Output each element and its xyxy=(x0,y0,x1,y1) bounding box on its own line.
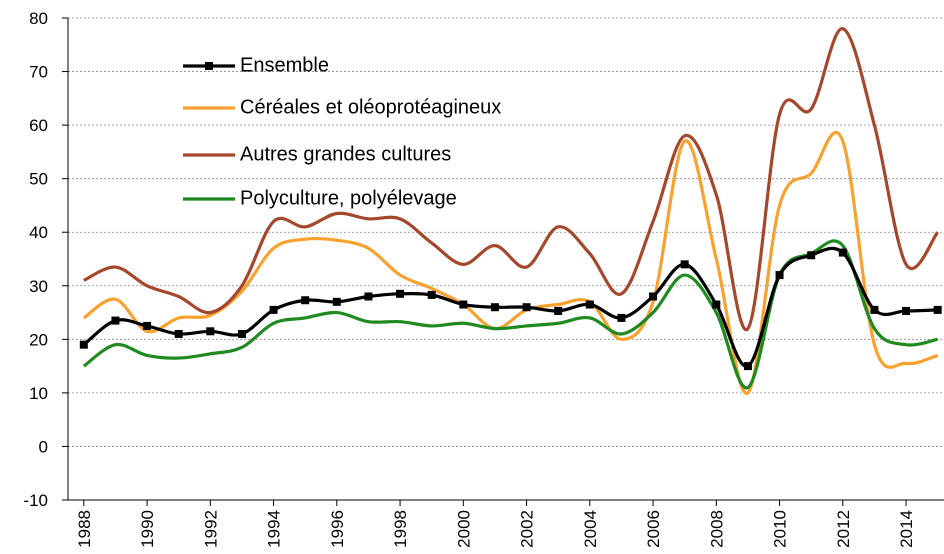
point-marker xyxy=(902,306,911,315)
series-line xyxy=(82,130,939,395)
point-marker xyxy=(237,329,246,338)
point-marker xyxy=(743,362,752,371)
x-tick-label: 2002 xyxy=(518,510,537,548)
x-tick-label: 1988 xyxy=(75,510,94,548)
y-tick-label: 80 xyxy=(29,9,48,28)
point-marker xyxy=(490,303,499,312)
point-marker xyxy=(680,260,689,269)
point-marker xyxy=(459,300,468,309)
x-tick-label: 2012 xyxy=(834,510,853,548)
y-tick-label: 0 xyxy=(39,437,48,456)
x-tick-label: 2014 xyxy=(897,510,916,548)
point-marker xyxy=(427,290,436,299)
point-marker xyxy=(79,340,88,349)
x-tick-label: 1990 xyxy=(138,510,157,548)
point-marker xyxy=(206,327,215,336)
point-marker xyxy=(775,271,784,280)
x-tick-label: 2010 xyxy=(771,510,790,548)
point-marker xyxy=(174,329,183,338)
point-marker xyxy=(301,296,310,305)
point-marker xyxy=(838,248,847,257)
x-tick-label: 1998 xyxy=(391,510,410,548)
point-marker xyxy=(617,313,626,322)
y-tick-label: 50 xyxy=(29,170,48,189)
y-tick-label: 70 xyxy=(29,63,48,82)
x-tick-label: 1996 xyxy=(328,510,347,548)
point-marker xyxy=(522,303,531,312)
legend-marker xyxy=(205,62,213,70)
y-tick-label: 60 xyxy=(29,116,48,135)
x-tick-label: 2000 xyxy=(454,510,473,548)
point-marker xyxy=(807,251,816,260)
x-tick-label: 2008 xyxy=(707,510,726,548)
y-tick-label: 20 xyxy=(29,330,48,349)
point-marker xyxy=(554,306,563,315)
x-tick-label: 1994 xyxy=(265,510,284,548)
point-marker xyxy=(143,321,152,330)
point-marker xyxy=(269,305,278,314)
point-marker xyxy=(870,305,879,314)
point-marker xyxy=(712,300,721,309)
legend-label: Polyculture, polyélevage xyxy=(240,187,457,209)
y-tick-label: 10 xyxy=(29,384,48,403)
y-tick-label: 40 xyxy=(29,223,48,242)
point-marker xyxy=(364,292,373,301)
point-marker xyxy=(933,305,942,314)
legend-label: Ensemble xyxy=(240,54,329,76)
y-tick-label: 30 xyxy=(29,277,48,296)
x-tick-label: 1992 xyxy=(201,510,220,548)
series-line xyxy=(82,246,938,368)
point-marker xyxy=(396,289,405,298)
point-marker xyxy=(332,297,341,306)
point-marker xyxy=(111,316,120,325)
legend-label: Céréales et oléoprotéagineux xyxy=(240,96,501,118)
point-marker xyxy=(649,292,658,301)
series-line xyxy=(82,239,939,390)
legend-label: Autres grandes cultures xyxy=(240,143,451,165)
x-tick-label: 2006 xyxy=(644,510,663,548)
x-tick-label: 2004 xyxy=(581,510,600,548)
y-tick-label: -10 xyxy=(23,491,48,510)
series-line xyxy=(83,27,939,332)
point-marker xyxy=(585,300,594,309)
